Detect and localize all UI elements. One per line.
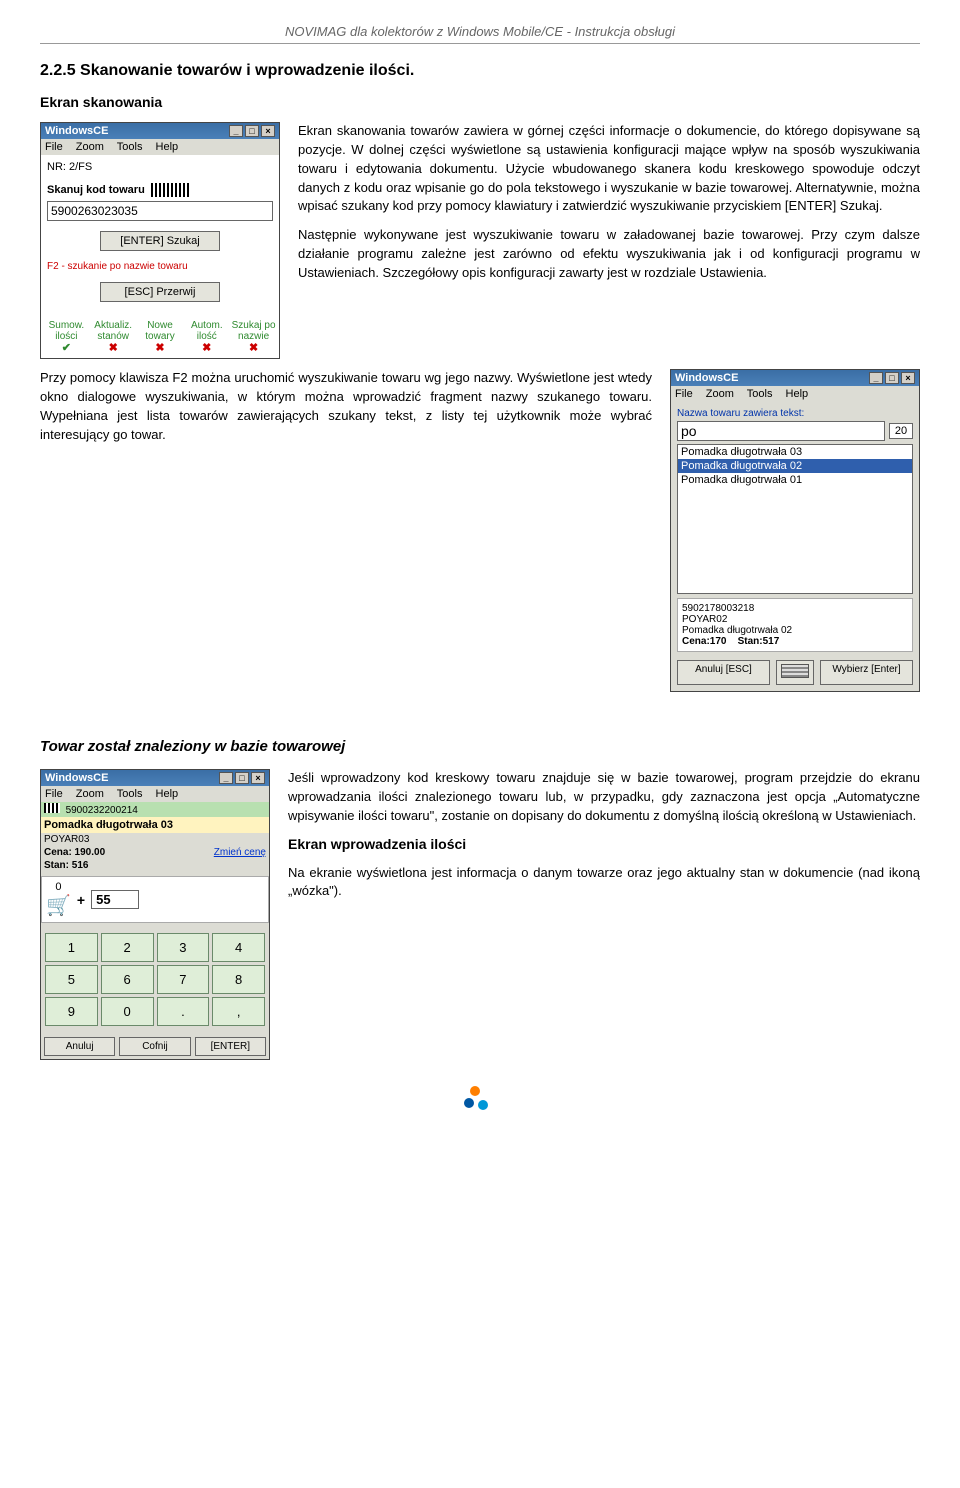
cancel-button[interactable]: Anuluj [ESC] — [677, 660, 770, 685]
key-7[interactable]: 7 — [157, 965, 210, 994]
doc-number: NR: 2/FS — [47, 161, 273, 173]
window-title: WindowsCE — [45, 125, 108, 137]
x-icon: ✖ — [109, 342, 118, 354]
enter-button[interactable]: [ENTER] — [195, 1037, 266, 1056]
para-4: Jeśli wprowadzony kod kreskowy towaru zn… — [288, 769, 920, 826]
key-comma[interactable]: , — [212, 997, 265, 1026]
qty-box: 0 🛒 + — [41, 876, 269, 923]
key-2[interactable]: 2 — [101, 933, 154, 962]
qty-input[interactable] — [91, 890, 139, 909]
back-button[interactable]: Cofnij — [119, 1037, 190, 1056]
close-icon[interactable]: × — [251, 772, 265, 784]
item-barcode: 5900232200214 — [41, 802, 269, 817]
menu-file[interactable]: File — [675, 388, 693, 400]
key-4[interactable]: 4 — [212, 933, 265, 962]
footer-logo — [40, 1086, 920, 1117]
search-window: WindowsCE _ □ × File Zoom Tools Help Naz… — [670, 369, 920, 692]
select-button[interactable]: Wybierz [Enter] — [820, 660, 913, 685]
menu-zoom[interactable]: Zoom — [76, 141, 104, 153]
item-stock: Stan: 516 — [44, 860, 88, 871]
subheading-towar-znaleziony: Towar został znaleziony w bazie towarowe… — [40, 738, 920, 755]
keypad: 1 2 3 4 5 6 7 8 9 0 . , — [41, 929, 269, 1030]
close-icon[interactable]: × — [261, 125, 275, 137]
titlebar: WindowsCE _ □ × — [41, 123, 279, 139]
subheading-ekran-ilosci: Ekran wprowadzenia ilości — [288, 836, 920, 852]
scan-window: WindowsCE _ □ × File Zoom Tools Help NR:… — [40, 122, 280, 359]
check-icon: ✔ — [62, 342, 71, 354]
key-9[interactable]: 9 — [45, 997, 98, 1026]
maximize-icon[interactable]: □ — [235, 772, 249, 784]
x-icon: ✖ — [249, 342, 258, 354]
menu-help[interactable]: Help — [156, 141, 179, 153]
minimize-icon[interactable]: _ — [869, 372, 883, 384]
key-0[interactable]: 0 — [101, 997, 154, 1026]
titlebar: WindowsCE _ □ × — [41, 770, 269, 786]
menu-file[interactable]: File — [45, 788, 63, 800]
status-row: Sumow.ilości✔ Aktualiz.stanów✖ Nowetowar… — [41, 318, 279, 358]
barcode-input[interactable] — [47, 201, 273, 221]
cart-icon: 🛒 — [46, 893, 71, 918]
key-1[interactable]: 1 — [45, 933, 98, 962]
para-2: Następnie wykonywane jest wyszukiwanie t… — [298, 226, 920, 283]
window-title: WindowsCE — [675, 372, 738, 384]
search-button[interactable]: [ENTER] Szukaj — [100, 231, 220, 251]
para-1: Ekran skanowania towarów zawiera w górne… — [298, 122, 920, 216]
menubar: File Zoom Tools Help — [671, 386, 919, 402]
cancel-button[interactable]: Anuluj — [44, 1037, 115, 1056]
f2-hint: F2 - szukanie po nazwie towaru — [47, 261, 273, 272]
minimize-icon[interactable]: _ — [219, 772, 233, 784]
menu-tools[interactable]: Tools — [747, 388, 773, 400]
key-3[interactable]: 3 — [157, 933, 210, 962]
para-5: Na ekranie wyświetlona jest informacja o… — [288, 864, 920, 902]
menu-help[interactable]: Help — [156, 788, 179, 800]
x-icon: ✖ — [155, 342, 164, 354]
key-5[interactable]: 5 — [45, 965, 98, 994]
list-item[interactable]: Pomadka długotrwała 02 — [678, 459, 912, 473]
menubar: File Zoom Tools Help — [41, 139, 279, 155]
menu-file[interactable]: File — [45, 141, 63, 153]
titlebar: WindowsCE _ □ × — [671, 370, 919, 386]
change-price-link[interactable]: Zmień cenę — [214, 847, 266, 858]
minimize-icon[interactable]: _ — [229, 125, 243, 137]
menu-help[interactable]: Help — [786, 388, 809, 400]
qty-window: WindowsCE _ □ × File Zoom Tools Help 590… — [40, 769, 270, 1060]
subheading-ekran-skanowania: Ekran skanowania — [40, 94, 920, 110]
item-info: 5902178003218 POYAR02 Pomadka długotrwał… — [677, 598, 913, 652]
cancel-button[interactable]: [ESC] Przerwij — [100, 282, 220, 302]
plus-sign: + — [77, 892, 85, 908]
search-label: Nazwa towaru zawiera tekst: — [677, 408, 913, 419]
maximize-icon[interactable]: □ — [885, 372, 899, 384]
menu-tools[interactable]: Tools — [117, 141, 143, 153]
list-item[interactable]: Pomadka długotrwała 03 — [678, 445, 912, 459]
results-listbox[interactable]: Pomadka długotrwała 03 Pomadka długotrwa… — [677, 444, 913, 594]
current-qty: 0 — [46, 881, 71, 893]
item-name: Pomadka długotrwała 03 — [41, 817, 269, 833]
key-8[interactable]: 8 — [212, 965, 265, 994]
scan-label: Skanuj kod towaru — [47, 183, 273, 197]
section-heading: 2.2.5 Skanowanie towarów i wprowadzenie … — [40, 62, 920, 80]
close-icon[interactable]: × — [901, 372, 915, 384]
key-dot[interactable]: . — [157, 997, 210, 1026]
menu-zoom[interactable]: Zoom — [76, 788, 104, 800]
item-sku: POYAR03 — [41, 833, 269, 846]
result-count: 20 — [889, 423, 913, 439]
item-price: Cena: 190.00 — [44, 847, 105, 858]
list-item[interactable]: Pomadka długotrwała 01 — [678, 473, 912, 487]
maximize-icon[interactable]: □ — [245, 125, 259, 137]
window-title: WindowsCE — [45, 772, 108, 784]
search-input[interactable] — [677, 421, 885, 441]
keyboard-icon[interactable] — [776, 660, 814, 685]
para-3: Przy pomocy klawisza F2 można uruchomić … — [40, 369, 652, 444]
menu-tools[interactable]: Tools — [117, 788, 143, 800]
menu-zoom[interactable]: Zoom — [706, 388, 734, 400]
x-icon: ✖ — [202, 342, 211, 354]
page-header: NOVIMAG dla kolektorów z Windows Mobile/… — [40, 24, 920, 44]
menubar: File Zoom Tools Help — [41, 786, 269, 802]
barcode-icon — [151, 183, 191, 197]
key-6[interactable]: 6 — [101, 965, 154, 994]
